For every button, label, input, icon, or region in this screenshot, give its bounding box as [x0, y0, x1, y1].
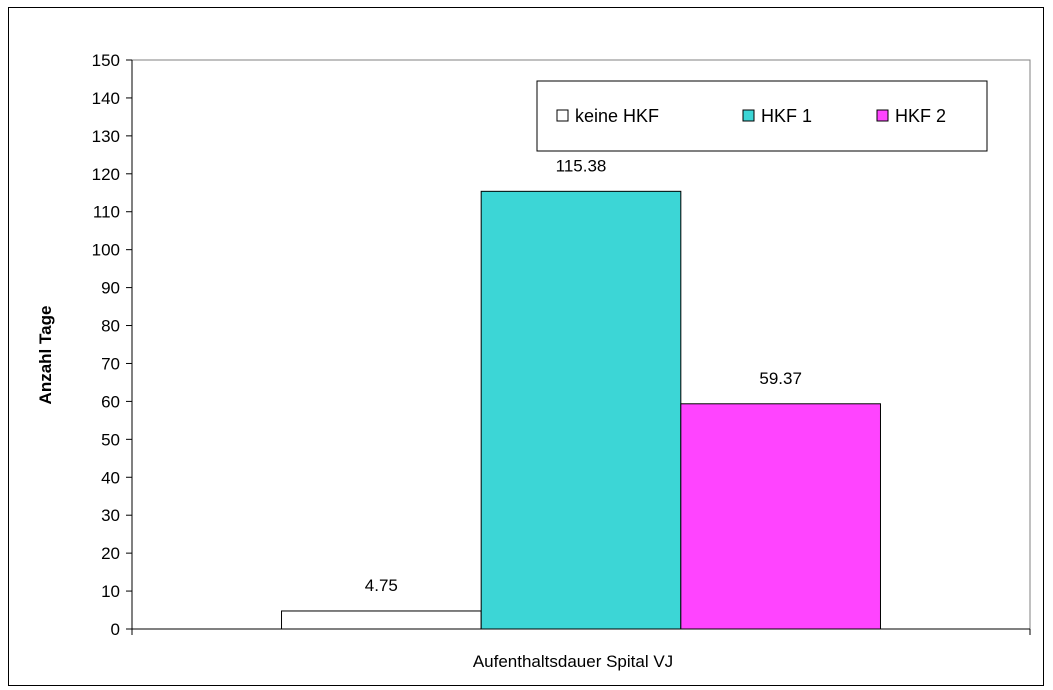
bar-hkf-1 — [480, 190, 682, 630]
legend-swatch-hkf-2 — [876, 109, 889, 122]
y-tick-label: 50 — [101, 430, 120, 449]
bar-keine-hkf — [281, 610, 482, 630]
y-tick-label: 80 — [101, 317, 120, 336]
y-tick-label: 100 — [92, 241, 120, 260]
legend-label-keine-hkf: keine HKF — [575, 106, 659, 126]
x-axis-title: Aufenthaltsdauer Spital VJ — [473, 652, 673, 671]
legend: keine HKF HKF 1 HKF 2 — [536, 80, 988, 152]
y-tick-label: 130 — [92, 127, 120, 146]
y-axis-title: Anzahl Tage — [36, 306, 55, 405]
y-tick-label: 20 — [101, 544, 120, 563]
y-tick-label: 90 — [101, 279, 120, 298]
y-tick-label: 150 — [92, 51, 120, 70]
legend-box — [536, 80, 988, 152]
data-label: 115.38 — [556, 156, 607, 175]
y-tick-label: 10 — [101, 582, 120, 601]
bars — [281, 190, 881, 630]
data-label: 4.75 — [365, 576, 398, 595]
data-label: 59.37 — [759, 369, 802, 388]
legend-swatch-hkf-1 — [742, 109, 755, 122]
legend-swatch-keine-hkf — [556, 109, 569, 122]
y-tick-label: 60 — [101, 392, 120, 411]
y-tick-label: 70 — [101, 354, 120, 373]
y-tick-label: 120 — [92, 165, 120, 184]
y-tick-label: 140 — [92, 89, 120, 108]
legend-label-hkf-1: HKF 1 — [761, 106, 812, 126]
y-tick-label: 30 — [101, 506, 120, 525]
y-tick-label: 110 — [93, 203, 120, 222]
bar-labels: 4.75 115.38 59.37 — [365, 156, 802, 595]
y-tick-label: 40 — [101, 468, 120, 487]
bar-hkf-2 — [680, 403, 881, 630]
legend-label-hkf-2: HKF 2 — [895, 106, 946, 126]
y-tick-label: 0 — [111, 620, 120, 639]
